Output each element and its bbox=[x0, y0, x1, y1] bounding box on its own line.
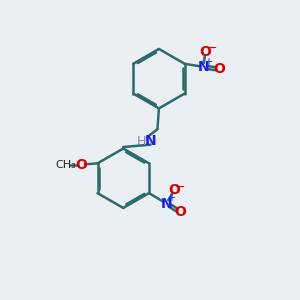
Text: O: O bbox=[200, 44, 211, 58]
Text: O: O bbox=[75, 158, 87, 172]
Text: N: N bbox=[197, 60, 209, 74]
Text: O: O bbox=[168, 183, 180, 197]
Text: −: − bbox=[206, 42, 217, 55]
Text: +: + bbox=[167, 194, 175, 203]
Text: N: N bbox=[160, 196, 172, 211]
Text: CH₃: CH₃ bbox=[55, 160, 76, 170]
Text: −: − bbox=[175, 181, 185, 194]
Text: +: + bbox=[204, 57, 212, 67]
Text: O: O bbox=[174, 205, 186, 219]
Text: N: N bbox=[145, 134, 156, 148]
Text: H: H bbox=[136, 135, 146, 148]
Text: O: O bbox=[213, 62, 225, 76]
